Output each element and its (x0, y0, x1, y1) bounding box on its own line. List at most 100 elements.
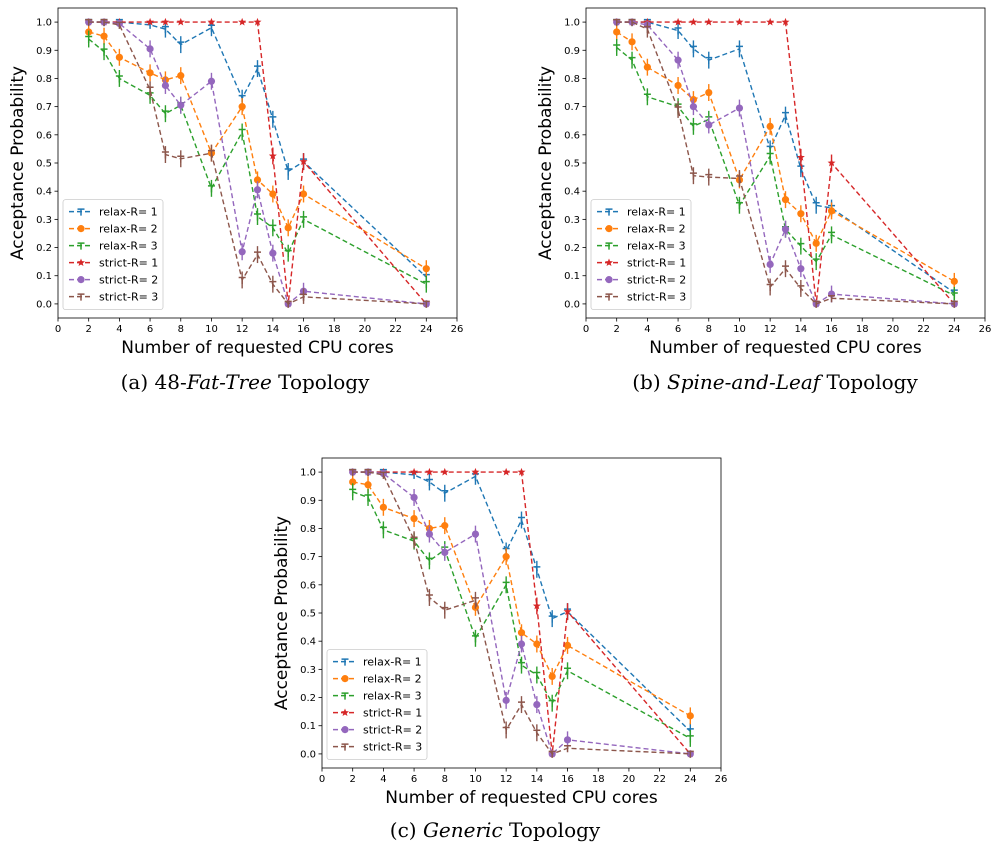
data-point (299, 157, 308, 165)
data-point (812, 239, 820, 247)
x-tick-label: 16 (825, 324, 838, 335)
y-tick-label: 1.0 (564, 18, 580, 29)
legend-marker (77, 208, 85, 216)
data-point (517, 640, 526, 648)
x-axis-label: Number of requested CPU cores (649, 338, 922, 358)
legend-item: relax-R= 3 (597, 240, 686, 253)
y-tick-label: 0.2 (36, 243, 52, 254)
data-point (177, 155, 185, 163)
x-tick-label: 6 (675, 324, 681, 335)
series-3 (349, 483, 694, 747)
data-point (518, 661, 525, 670)
data-point (254, 213, 261, 221)
data-point (471, 467, 480, 476)
data-point (517, 629, 526, 637)
legend-marker (341, 658, 349, 666)
data-point (674, 106, 682, 114)
data-point (704, 17, 713, 26)
data-point (425, 467, 434, 476)
legend-item: relax-R= 2 (69, 223, 158, 236)
data-point (782, 111, 789, 120)
y-tick-label: 0.1 (564, 271, 580, 282)
data-point (548, 750, 556, 758)
data-point (177, 101, 185, 109)
x-tick-label: 24 (948, 324, 961, 335)
x-tick-label: 22 (389, 324, 402, 335)
data-point (441, 522, 449, 530)
x-tick-label: 26 (979, 324, 992, 335)
x-tick-label: 8 (178, 324, 184, 335)
x-tick-label: 20 (359, 324, 372, 335)
data-point (686, 735, 694, 743)
legend-item: strict-R= 2 (333, 724, 422, 737)
data-point (518, 516, 525, 524)
data-point (950, 277, 958, 285)
series-2 (349, 473, 694, 725)
x-tick-label: 22 (653, 774, 666, 785)
data-point (85, 18, 93, 27)
data-point (563, 641, 572, 650)
legend-label: strict-R= 1 (363, 707, 422, 720)
legend-item: strict-R= 2 (597, 274, 686, 287)
data-point (502, 467, 511, 476)
data-point (689, 103, 698, 111)
legend-label: relax-R= 3 (363, 690, 422, 703)
data-point (364, 494, 372, 502)
data-point (349, 478, 357, 486)
x-tick-label: 20 (887, 324, 900, 335)
x-tick-label: 12 (236, 324, 249, 335)
legend-marker (605, 242, 613, 250)
series-6 (349, 468, 694, 758)
y-tick-label: 0.3 (564, 215, 580, 226)
data-point (689, 123, 697, 131)
data-point (643, 25, 651, 34)
x-tick-label: 14 (794, 324, 807, 335)
chart-panel-a: 0 2 4 6 8 10 12 14 16 18 20 22 24 26 0.0 0.1 0.2 0.3 0.4 0.… (0, 0, 470, 360)
data-point (115, 75, 123, 83)
y-tick-label: 0.5 (300, 609, 316, 620)
data-point (471, 635, 479, 643)
data-point (548, 672, 556, 681)
data-point (269, 116, 277, 124)
y-tick-label: 0.3 (36, 215, 52, 226)
legend-marker (77, 242, 85, 250)
legend-item: strict-R= 1 (333, 707, 422, 720)
y-tick-label: 0.1 (300, 721, 316, 732)
x-tick-label: 4 (380, 774, 386, 785)
legend-marker (77, 276, 85, 284)
data-point (238, 128, 246, 136)
data-point (517, 467, 526, 476)
x-tick-label: 10 (205, 324, 218, 335)
data-point (254, 251, 261, 259)
data-point (471, 597, 479, 605)
legend-label: strict-R= 2 (99, 274, 158, 287)
legend-marker (77, 293, 85, 301)
legend-box (590, 199, 692, 311)
caption-c-italic: Generic (422, 818, 503, 842)
y-axis-label: Acceptance Probability (8, 66, 28, 260)
x-tick-label: 2 (86, 324, 92, 335)
data-point (146, 69, 154, 77)
data-point (781, 196, 790, 204)
data-point (441, 606, 449, 615)
legend-item: strict-R= 2 (69, 274, 158, 287)
data-point (797, 165, 805, 173)
series-3 (85, 30, 430, 293)
data-point (254, 65, 261, 73)
data-point (766, 152, 774, 160)
data-point (705, 173, 713, 182)
data-point (300, 216, 308, 224)
data-point (269, 224, 277, 232)
data-point (441, 548, 449, 557)
caption-b: (b) Spine-and-Leaf Topology (580, 370, 970, 394)
data-point (207, 185, 215, 193)
data-point (766, 283, 774, 291)
data-point (674, 56, 682, 64)
data-point (689, 172, 697, 180)
y-tick-label: 0.0 (300, 749, 316, 760)
x-tick-label: 0 (319, 774, 325, 785)
legend-item: strict-R= 1 (69, 257, 158, 270)
y-tick-label: 0.5 (564, 159, 580, 170)
x-tick-label: 6 (411, 774, 417, 785)
x-tick-label: 10 (469, 774, 482, 785)
